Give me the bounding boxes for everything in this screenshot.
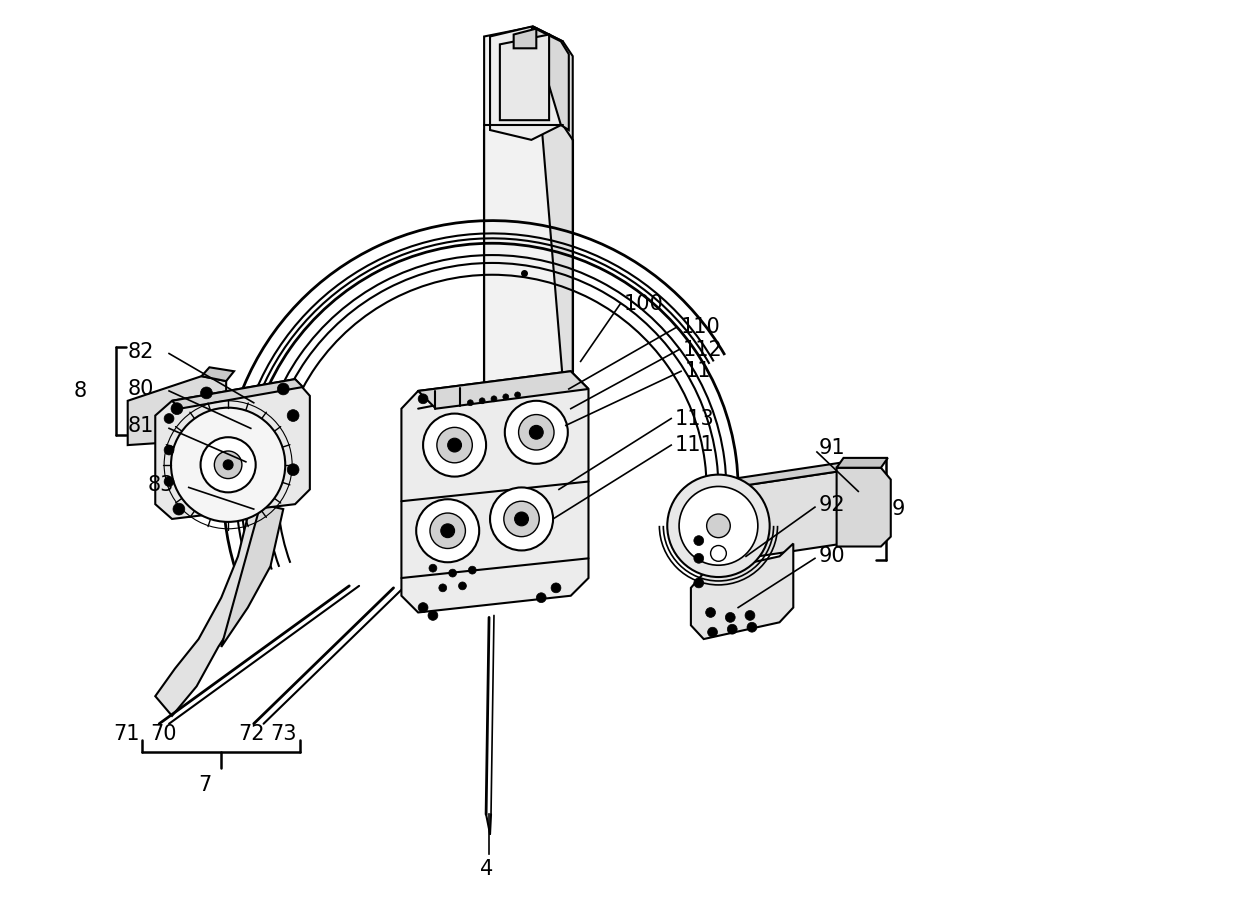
Text: 73: 73	[270, 723, 296, 743]
Text: 71: 71	[113, 723, 139, 743]
Polygon shape	[155, 504, 274, 716]
Circle shape	[518, 415, 554, 450]
Text: 70: 70	[150, 723, 177, 743]
Circle shape	[505, 400, 568, 464]
Circle shape	[164, 445, 174, 455]
Text: 113: 113	[675, 409, 715, 428]
Circle shape	[728, 624, 737, 634]
Text: 110: 110	[681, 317, 720, 337]
Text: 91: 91	[818, 438, 846, 458]
Circle shape	[537, 593, 546, 603]
Polygon shape	[490, 27, 560, 140]
Circle shape	[418, 394, 428, 404]
Circle shape	[503, 394, 508, 400]
Circle shape	[288, 464, 299, 475]
Circle shape	[440, 524, 455, 538]
Circle shape	[746, 622, 756, 632]
Text: 4: 4	[480, 860, 494, 879]
Circle shape	[449, 569, 456, 577]
Circle shape	[171, 403, 182, 415]
Polygon shape	[500, 34, 549, 120]
Polygon shape	[155, 379, 310, 519]
Circle shape	[515, 392, 521, 398]
Text: 112: 112	[683, 339, 723, 360]
Polygon shape	[402, 372, 589, 612]
Circle shape	[503, 502, 539, 537]
Text: 111: 111	[675, 435, 715, 456]
Polygon shape	[202, 367, 234, 381]
Polygon shape	[837, 468, 890, 547]
Circle shape	[436, 428, 472, 463]
Circle shape	[288, 410, 299, 421]
Text: 9: 9	[892, 499, 905, 519]
Circle shape	[417, 499, 479, 562]
Polygon shape	[691, 544, 794, 639]
Text: 92: 92	[818, 495, 846, 515]
Polygon shape	[128, 376, 226, 445]
Polygon shape	[484, 27, 563, 396]
Circle shape	[694, 536, 703, 546]
Text: 81: 81	[128, 417, 154, 437]
Polygon shape	[837, 458, 888, 468]
Polygon shape	[418, 372, 589, 409]
Text: 80: 80	[128, 379, 154, 399]
Circle shape	[551, 583, 560, 593]
Circle shape	[174, 503, 185, 515]
Circle shape	[423, 414, 486, 476]
Circle shape	[708, 627, 718, 637]
Circle shape	[459, 582, 466, 590]
Circle shape	[430, 513, 465, 548]
Circle shape	[439, 584, 446, 592]
Circle shape	[278, 383, 289, 395]
Circle shape	[164, 476, 174, 486]
Circle shape	[479, 398, 485, 404]
Polygon shape	[533, 27, 573, 396]
Circle shape	[490, 487, 553, 550]
Circle shape	[223, 460, 233, 470]
Polygon shape	[513, 29, 537, 49]
Circle shape	[467, 400, 474, 406]
Text: 11: 11	[684, 361, 712, 382]
Circle shape	[706, 608, 715, 617]
Polygon shape	[532, 27, 569, 130]
Circle shape	[707, 514, 730, 538]
Circle shape	[164, 414, 174, 423]
Circle shape	[429, 565, 436, 572]
Text: 8: 8	[73, 381, 87, 401]
Circle shape	[201, 387, 212, 399]
Text: 82: 82	[128, 342, 154, 362]
Circle shape	[515, 512, 528, 526]
Polygon shape	[221, 504, 283, 647]
Text: 72: 72	[238, 723, 264, 743]
Polygon shape	[718, 462, 847, 490]
Circle shape	[201, 437, 255, 492]
Circle shape	[711, 546, 727, 561]
Circle shape	[428, 611, 438, 621]
Circle shape	[725, 612, 735, 622]
Circle shape	[694, 554, 703, 563]
Text: 83: 83	[148, 475, 174, 495]
Circle shape	[215, 451, 242, 479]
Text: 7: 7	[198, 775, 212, 795]
Circle shape	[448, 438, 461, 452]
Polygon shape	[172, 379, 303, 409]
Circle shape	[667, 474, 770, 577]
Text: 90: 90	[818, 547, 846, 566]
Circle shape	[469, 566, 476, 574]
Circle shape	[171, 408, 285, 522]
Circle shape	[694, 578, 703, 588]
Circle shape	[745, 611, 755, 621]
Text: 100: 100	[624, 294, 663, 314]
Polygon shape	[718, 472, 874, 562]
Circle shape	[418, 603, 428, 612]
Circle shape	[680, 486, 758, 566]
Circle shape	[529, 426, 543, 439]
Circle shape	[491, 396, 497, 401]
